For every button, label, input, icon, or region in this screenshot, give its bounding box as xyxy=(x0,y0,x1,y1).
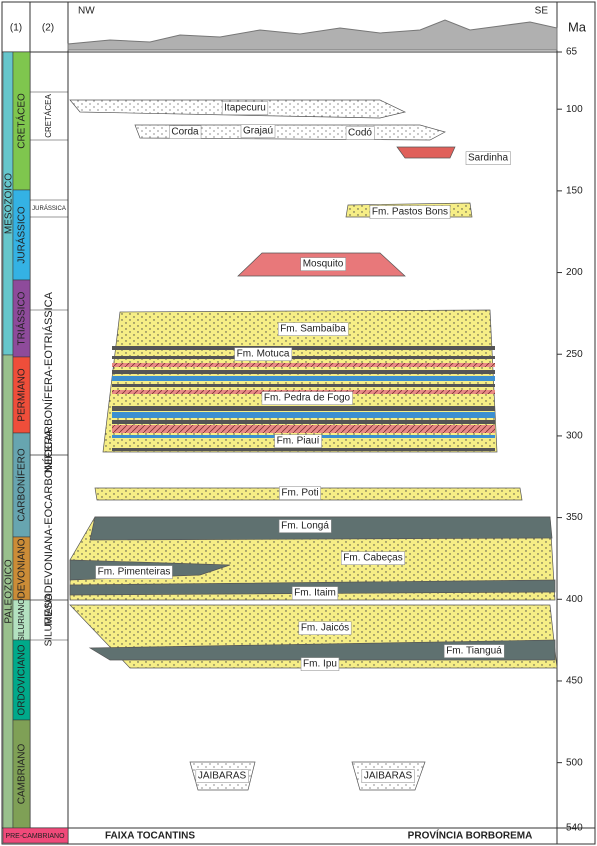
footer-label: PROVÍNCIA BORBOREMA xyxy=(408,829,533,842)
tick-label: 150 xyxy=(566,186,583,197)
label-box xyxy=(300,657,340,671)
label-box xyxy=(278,519,332,533)
era-label: MESOZOICO xyxy=(4,173,15,234)
label-box xyxy=(277,322,349,336)
label-box xyxy=(234,347,293,361)
label-box xyxy=(195,769,249,783)
label-box xyxy=(361,769,415,783)
tick-label: 300 xyxy=(566,431,583,442)
tick-label: 450 xyxy=(566,676,583,687)
direction-label: NW xyxy=(78,6,95,17)
unit-label: Fm. Itaim xyxy=(294,588,336,599)
sequence-label: JURÁSSICA xyxy=(32,205,66,212)
unit-label: Mosquito xyxy=(303,259,344,270)
column-header: (1) xyxy=(10,23,22,34)
axis-unit: Ma xyxy=(568,19,587,34)
label-box xyxy=(298,621,352,635)
sequence-label: NEOCARBONÍFERA-EOTRIÁSSICA xyxy=(42,291,55,473)
label-box xyxy=(95,565,173,579)
period-label: CARBONÍFERO xyxy=(15,448,28,522)
sequence-label: MESODEVONIANA-EOCARBONÍFERA xyxy=(42,429,55,626)
period-label: DEVONIANO xyxy=(17,538,28,598)
tick-label: 540 xyxy=(566,823,583,834)
tick-label: 200 xyxy=(566,267,583,278)
unit-label: JAIBARAS xyxy=(198,771,247,782)
label-box xyxy=(369,205,451,219)
tick-label: 400 xyxy=(566,594,583,605)
unit-label: Fm. Poti xyxy=(281,488,318,499)
tick-label: 250 xyxy=(566,349,583,360)
label-box xyxy=(300,257,346,271)
label-box xyxy=(240,124,276,138)
unit-label: Itapecuru xyxy=(224,103,266,114)
label-box xyxy=(221,101,269,115)
column-header: (2) xyxy=(42,23,54,34)
strata-band xyxy=(112,346,495,350)
label-box xyxy=(169,125,202,139)
unit-label: Codó xyxy=(348,128,372,139)
label-box xyxy=(261,391,353,405)
strata-band xyxy=(112,356,495,359)
tick-label: 350 xyxy=(566,512,583,523)
unit-label: Sardinha xyxy=(468,153,508,164)
unit-label: Fm. Ipu xyxy=(303,659,337,670)
sequence-label: SILURIANA xyxy=(44,593,55,646)
label-box xyxy=(279,486,321,500)
strata-band xyxy=(112,425,495,433)
period-label: ORDOVICIANO xyxy=(17,644,28,715)
unit-label: Fm. Jaicós xyxy=(301,623,349,634)
period-label: PRE-CAMBRIANO xyxy=(5,833,65,840)
unit-label: Fm. Pastos Bons xyxy=(372,207,448,218)
unit-label: Fm. Piauí xyxy=(277,436,320,447)
strata-band xyxy=(112,420,495,424)
footer-label: FAIXA TOCANTINS xyxy=(105,831,195,842)
label-box xyxy=(443,644,505,658)
period-label: CRETÁCEO xyxy=(15,93,28,149)
unit-label: Fm. Cabeças xyxy=(343,553,402,564)
unit-label: Fm. Longá xyxy=(281,521,329,532)
strata-band xyxy=(112,376,495,381)
period-label: JURÁSSICO xyxy=(15,206,28,263)
strata-band xyxy=(112,384,495,387)
label-box xyxy=(345,126,375,140)
strata-band xyxy=(112,412,495,418)
unit-label: Fm. Pimenteiras xyxy=(98,567,171,578)
strata-band xyxy=(112,406,495,411)
period-label: SILURIANO xyxy=(17,598,26,641)
tick-label: 500 xyxy=(566,757,583,768)
topography xyxy=(67,19,558,51)
rock-body xyxy=(396,146,456,159)
unit-label: Fm. Motuca xyxy=(237,349,290,360)
era-label: PALEOZOICO xyxy=(4,559,15,623)
period-label: TRIÁSSICO xyxy=(15,291,28,345)
period-cell xyxy=(2,827,69,844)
unit-label: Fm. Pedra de Fogo xyxy=(264,393,351,404)
period-label: CAMBRIANO xyxy=(17,743,28,804)
strata-band xyxy=(112,448,495,451)
direction-label: SE xyxy=(535,6,549,17)
label-box xyxy=(341,551,405,565)
unit-label: Corda xyxy=(171,127,199,138)
unit-label: Fm. Sambaíba xyxy=(280,324,346,335)
period-label: PERMIANO xyxy=(17,368,28,422)
strata-band xyxy=(112,370,495,374)
rock-body xyxy=(88,639,556,661)
sequence-label: CRETÁCEA xyxy=(44,94,53,138)
label-box xyxy=(274,434,322,448)
strata-band xyxy=(112,363,495,367)
label-box xyxy=(465,151,511,165)
label-box xyxy=(291,586,339,600)
unit-label: JAIBARAS xyxy=(364,771,413,782)
tick-label: 65 xyxy=(566,47,578,58)
tick-label: 100 xyxy=(566,104,583,115)
unit-label: Fm. Tianguá xyxy=(446,646,502,657)
unit-label: Grajaú xyxy=(243,126,273,137)
